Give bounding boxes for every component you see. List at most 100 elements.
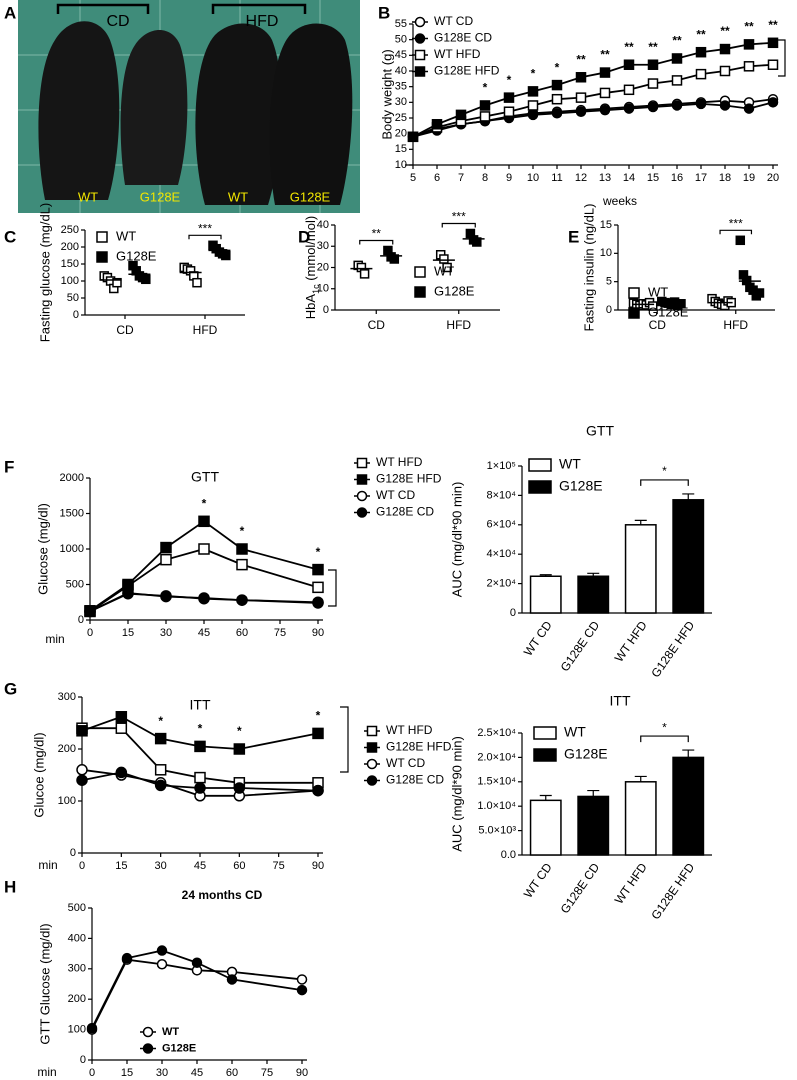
y-tick-label: 250 xyxy=(61,224,79,236)
legend-label: WT CD xyxy=(386,756,425,770)
y-axis-label: HbA1c (mmol/mol) xyxy=(303,216,321,319)
y-tick-label: 30 xyxy=(395,96,407,108)
legend-marker xyxy=(414,16,426,28)
panel-letter: D xyxy=(298,227,310,246)
point xyxy=(671,75,683,86)
significance-bracket xyxy=(640,735,689,743)
significance-bracket xyxy=(441,222,476,228)
mouse-label: G128E xyxy=(140,189,181,204)
y-tick-label: 200 xyxy=(61,241,79,253)
point xyxy=(226,974,238,985)
point xyxy=(359,269,370,279)
y-tick-label: 200 xyxy=(58,743,76,755)
point xyxy=(743,39,755,50)
legend-label: WT xyxy=(434,263,454,278)
point xyxy=(527,109,539,121)
y-tick-label: 15 xyxy=(395,143,407,155)
y-tick-label: 1000 xyxy=(60,543,84,555)
mouse-label: G128E xyxy=(290,189,331,204)
x-tick-label: 10 xyxy=(527,172,539,184)
x-tick-label: 30 xyxy=(155,860,167,872)
x-tick-label: 60 xyxy=(226,1067,238,1079)
x-tick-label: 7 xyxy=(458,172,464,184)
point xyxy=(122,587,134,600)
point xyxy=(160,590,172,602)
x-tick-label: 45 xyxy=(198,627,210,639)
significance-label: ** xyxy=(372,227,382,241)
y-tick-label: 300 xyxy=(68,963,86,975)
legend-label: WT xyxy=(648,284,668,299)
legend-label: WT xyxy=(559,456,581,472)
x-tick-label: WT CD xyxy=(521,860,555,900)
chart-title: ITT xyxy=(190,697,211,713)
x-tick-label: 0 xyxy=(87,627,93,639)
significance-label: * xyxy=(483,81,488,95)
bracket xyxy=(778,39,786,77)
y-tick-label: 500 xyxy=(66,578,84,590)
series-line xyxy=(412,101,774,138)
point xyxy=(527,100,539,111)
point xyxy=(743,103,755,114)
x-tick-label: 19 xyxy=(743,172,755,184)
point xyxy=(86,1022,98,1034)
x-tick-label: 18 xyxy=(719,172,731,184)
legend-marker xyxy=(356,490,368,502)
point xyxy=(296,984,308,996)
error-bar xyxy=(634,775,647,782)
point xyxy=(695,68,707,80)
point xyxy=(623,84,635,96)
legend-label: G128E CD xyxy=(386,773,444,787)
legend-marker xyxy=(142,1026,154,1038)
chart-title: ITT xyxy=(610,693,631,709)
point xyxy=(76,725,88,737)
x-tick-label: 6 xyxy=(434,172,440,184)
point xyxy=(233,782,246,794)
error-bar xyxy=(539,574,552,577)
y-axis-label-part: (mmol/mol) xyxy=(303,216,318,285)
x-tick-label: 5 xyxy=(410,172,416,184)
point xyxy=(431,119,443,130)
point xyxy=(551,108,563,119)
point xyxy=(442,262,452,273)
point xyxy=(312,727,324,740)
legend-marker xyxy=(366,775,378,786)
point xyxy=(194,740,206,753)
point xyxy=(599,67,611,78)
y-tick-label: 100 xyxy=(58,795,76,807)
y-tick-label: 100 xyxy=(68,1024,86,1036)
y-tick-label: 6×10⁴ xyxy=(486,519,516,531)
y-axis-label: AUC (mg/dl*90 min) xyxy=(449,736,464,852)
point xyxy=(671,100,683,111)
x-tick-label: 60 xyxy=(233,860,245,872)
legend-label: G128E CD xyxy=(434,31,492,45)
y-tick-label: 100 xyxy=(61,275,79,287)
significance-label: ** xyxy=(576,52,586,66)
y-tick-label: 0 xyxy=(606,304,612,316)
legend-marker xyxy=(366,742,378,753)
chart-title: GTT xyxy=(586,423,614,439)
significance-label: ** xyxy=(600,48,610,62)
y-axis-label: Glucose (mg/dl) xyxy=(35,503,50,595)
x-tick-label: 90 xyxy=(312,860,324,872)
y-tick-label: 40 xyxy=(317,219,329,231)
y-tick-label: 55 xyxy=(395,18,407,30)
point xyxy=(599,104,611,116)
legend-label: WT CD xyxy=(376,488,415,502)
legend-marker xyxy=(414,33,426,44)
point xyxy=(479,100,491,111)
point xyxy=(198,515,210,528)
y-tick-label: 1×10⁵ xyxy=(487,460,516,472)
error-bar xyxy=(634,519,647,525)
y-tick-label: 2000 xyxy=(60,472,84,484)
y-tick-label: 20 xyxy=(395,128,407,140)
x-tick-label: 15 xyxy=(647,172,659,184)
series-line xyxy=(82,727,318,784)
y-tick-label: 1500 xyxy=(60,507,84,519)
point xyxy=(623,59,635,70)
significance-label: *** xyxy=(729,216,743,230)
chart-title: GTT xyxy=(191,469,219,485)
significance-bracket xyxy=(359,239,394,245)
point xyxy=(312,581,324,594)
point xyxy=(575,72,587,83)
point xyxy=(455,109,467,121)
